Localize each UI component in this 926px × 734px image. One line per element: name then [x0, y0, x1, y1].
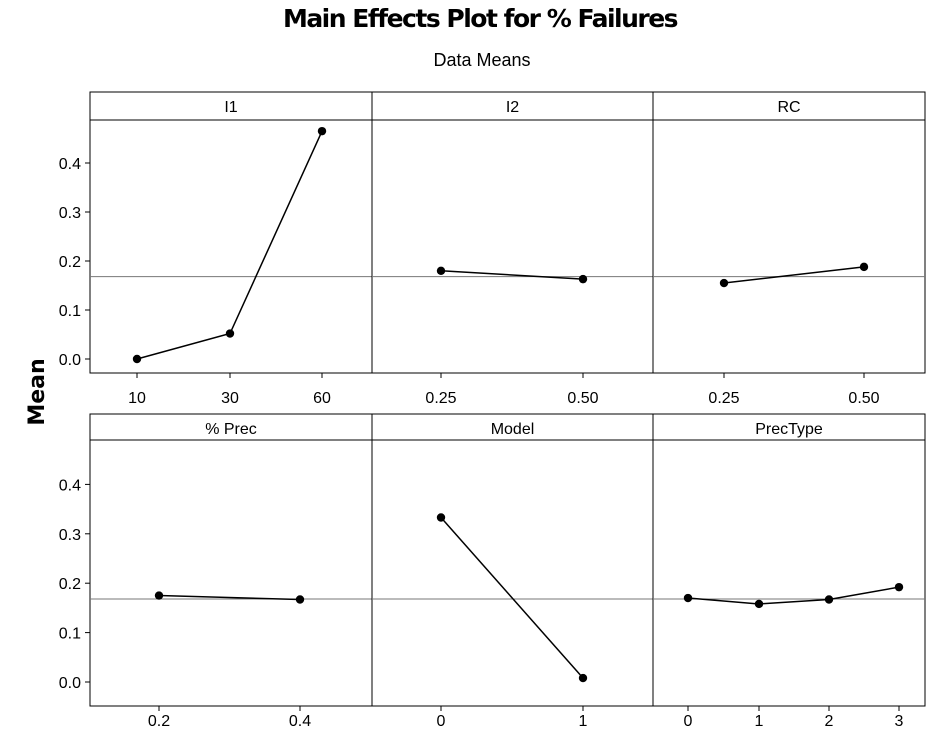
- x-tick-label: 0.4: [289, 713, 311, 730]
- x-tick-label: 3: [895, 713, 904, 730]
- panel-frame: [652, 119, 926, 374]
- data-point: [578, 274, 588, 284]
- x-tick-label: 0.2: [148, 713, 170, 730]
- y-tick-label: 0.1: [59, 303, 81, 320]
- panel-title: I2: [506, 99, 519, 116]
- y-tick-label: 0.3: [59, 205, 81, 222]
- data-point: [824, 595, 834, 604]
- x-tick-label: 10: [128, 390, 146, 407]
- panel-title: Model: [491, 421, 535, 438]
- y-tick-label: 0.4: [59, 477, 81, 494]
- y-tick-label: 0.0: [59, 352, 81, 369]
- panel-title: RC: [777, 99, 800, 116]
- x-tick-label: 0.50: [567, 390, 598, 407]
- x-tick-label: 1: [579, 713, 588, 730]
- data-point: [719, 278, 729, 288]
- x-tick-label: 0.25: [425, 390, 456, 407]
- x-tick-label: 2: [825, 713, 834, 730]
- series-line: [136, 130, 323, 360]
- x-tick-label: 0.25: [708, 390, 739, 407]
- x-tick-label: 30: [221, 390, 239, 407]
- panel-frame: [371, 439, 654, 707]
- y-tick-label: 0.4: [59, 156, 81, 173]
- series-line: [440, 270, 584, 280]
- data-point: [894, 582, 904, 592]
- data-point: [859, 262, 869, 272]
- series-line: [440, 517, 584, 679]
- data-point: [317, 126, 327, 136]
- data-point: [436, 513, 446, 522]
- panel-title: % Prec: [205, 421, 257, 438]
- series-line: [687, 586, 900, 605]
- x-tick-label: 0: [684, 713, 693, 730]
- x-tick-label: 0.50: [848, 390, 879, 407]
- data-point: [154, 591, 164, 600]
- x-tick-label: 60: [313, 390, 331, 407]
- y-axis-label: Mean: [25, 358, 50, 425]
- data-point: [754, 599, 764, 609]
- panel-frame: [371, 119, 654, 374]
- y-tick-label: 0.2: [59, 254, 81, 271]
- chart-subtitle: Data Means: [433, 50, 530, 70]
- panel-frame: [652, 439, 926, 707]
- y-tick-label: 0.1: [59, 626, 81, 643]
- panel-frame: [89, 439, 373, 707]
- x-tick-label: 1: [755, 713, 764, 730]
- series-line: [158, 594, 301, 601]
- chart-title: Main Effects Plot for % Failures: [283, 4, 678, 33]
- y-tick-label: 0.2: [59, 576, 81, 593]
- panel-title: PrecType: [755, 421, 823, 438]
- x-tick-label: 0: [437, 713, 446, 730]
- data-point: [225, 329, 235, 338]
- data-point: [132, 354, 142, 364]
- data-point: [683, 593, 693, 603]
- panel-title: I1: [224, 99, 237, 116]
- series-line: [723, 266, 865, 284]
- data-point: [295, 595, 305, 604]
- data-point: [436, 266, 446, 275]
- panel-header: [652, 413, 926, 441]
- panel-header: [89, 91, 373, 121]
- y-tick-label: 0.0: [59, 675, 81, 692]
- y-tick-label: 0.3: [59, 527, 81, 544]
- data-point: [578, 673, 588, 683]
